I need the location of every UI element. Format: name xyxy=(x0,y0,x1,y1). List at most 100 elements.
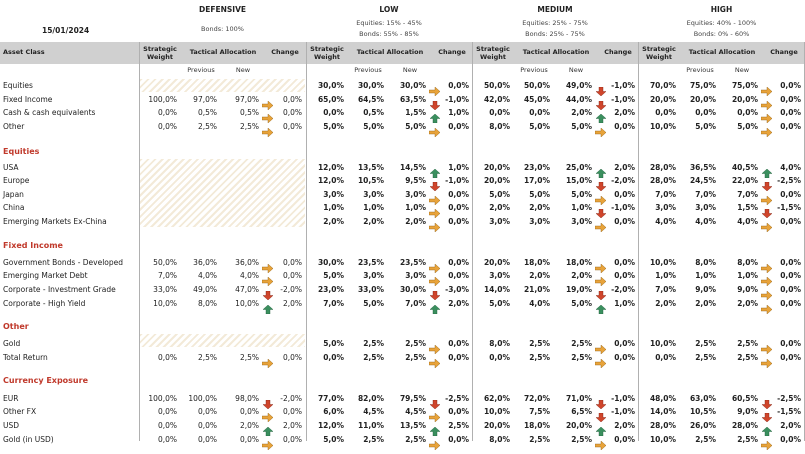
strategic-weight-header: Strategic Weight xyxy=(642,45,676,61)
new-cell: 4,5% xyxy=(405,407,426,417)
change-flat-arrow-icon xyxy=(261,95,274,111)
profile-title-defensive: DEFENSIVE xyxy=(199,5,246,14)
profile-description: Bonds: 0% - 60% xyxy=(693,30,750,38)
new-cell: 2,5% xyxy=(405,339,426,349)
strategic-weight-cell: 50,0% xyxy=(153,257,177,267)
row-label: USA xyxy=(3,162,19,172)
previous-cell: 23,5% xyxy=(357,257,384,267)
new-cell: 71,0% xyxy=(565,393,592,403)
new-header: New xyxy=(734,66,750,74)
strategic-weight-cell: 20,0% xyxy=(483,176,510,186)
change-down-arrow-icon xyxy=(595,407,607,423)
strategic-weight-cell: 10,0% xyxy=(649,434,676,444)
row-label: USD xyxy=(3,421,20,430)
profile-description: Bonds: 55% - 85% xyxy=(359,30,419,38)
change-cell: 4,0% xyxy=(780,162,801,172)
column-header-bar xyxy=(0,42,805,64)
previous-cell: 21,0% xyxy=(523,285,550,294)
change-flat-arrow-icon xyxy=(428,407,441,423)
previous-cell: 7,5% xyxy=(529,407,550,417)
previous-cell: 0,0% xyxy=(695,108,716,118)
new-cell: 25,0% xyxy=(565,162,592,172)
change-cell: 0,0% xyxy=(448,257,469,267)
section-other: Other xyxy=(3,322,29,331)
change-cell: -1,0% xyxy=(611,203,635,213)
strategic-weight-cell: 6,0% xyxy=(323,407,344,417)
change-flat-arrow-icon xyxy=(594,217,607,233)
strategic-weight-cell: 5,0% xyxy=(489,189,510,199)
change-cell: 2,0% xyxy=(614,108,635,118)
strategic-weight-cell: 7,0% xyxy=(157,271,177,281)
change-cell: -2,0% xyxy=(611,176,635,186)
row-label: China xyxy=(3,203,25,213)
row-label: Total Return xyxy=(3,353,48,362)
change-cell: 0,0% xyxy=(448,434,469,444)
previous-cell: 23,0% xyxy=(523,162,550,172)
new-cell: 9,5% xyxy=(405,176,426,186)
new-cell: 98,0% xyxy=(235,393,259,403)
new-cell: 79,5% xyxy=(399,393,426,403)
previous-cell: 3,0% xyxy=(529,217,550,226)
new-cell: 9,0% xyxy=(737,407,758,417)
change-down-arrow-icon xyxy=(429,95,441,110)
previous-cell: 2,5% xyxy=(363,353,384,362)
change-flat-arrow-icon xyxy=(760,217,773,233)
new-cell: 2,5% xyxy=(571,353,592,362)
change-cell: -1,0% xyxy=(611,407,635,417)
change-cell: 1,0% xyxy=(448,162,469,172)
previous-cell: 5,0% xyxy=(363,298,384,308)
strategic-weight-cell: 1,0% xyxy=(323,203,344,213)
change-flat-arrow-icon xyxy=(760,299,773,315)
new-cell: 5,0% xyxy=(405,121,426,131)
new-cell: 2,5% xyxy=(571,339,592,349)
row-label: Corporate - High Yield xyxy=(3,298,86,308)
previous-cell: 72,0% xyxy=(523,393,550,403)
strategic-weight-cell: 3,0% xyxy=(489,271,510,281)
new-cell: 2,5% xyxy=(405,353,426,362)
row-label: Government Bonds - Developed xyxy=(3,257,124,267)
strategic-weight-cell: 12,0% xyxy=(317,162,344,172)
change-flat-arrow-icon xyxy=(261,353,274,369)
change-down-arrow-icon xyxy=(429,394,441,410)
new-cell: 2,5% xyxy=(571,434,592,444)
new-cell: 30,0% xyxy=(399,81,426,90)
row-label: EUR xyxy=(3,393,19,403)
new-cell: 40,5% xyxy=(731,162,758,172)
change-down-arrow-icon xyxy=(429,285,441,301)
change-flat-arrow-icon xyxy=(594,339,607,355)
new-cell: 13,5% xyxy=(399,421,426,430)
previous-cell: 82,0% xyxy=(357,393,384,403)
strategic-weight-cell: 77,0% xyxy=(317,393,344,403)
strategic-weight-cell: 0,0% xyxy=(323,108,344,118)
change-flat-arrow-icon xyxy=(261,258,274,274)
new-cell: 49,0% xyxy=(565,81,592,90)
new-cell: 0,5% xyxy=(239,108,259,118)
previous-cell: 1,0% xyxy=(363,203,384,213)
previous-header: Previous xyxy=(354,66,382,74)
previous-cell: 18,0% xyxy=(523,421,550,430)
change-cell: 0,0% xyxy=(614,434,635,444)
allocation-table: 15/01/2024 Asset Class Equities Fixed In… xyxy=(0,5,805,451)
previous-cell: 5,0% xyxy=(363,121,384,131)
change-cell: 0,0% xyxy=(780,217,801,226)
previous-header: Previous xyxy=(187,66,215,74)
change-down-arrow-icon xyxy=(429,176,441,192)
change-cell: -2,0% xyxy=(280,285,302,294)
previous-cell: 33,0% xyxy=(357,285,384,294)
new-cell: 2,0% xyxy=(571,271,592,281)
change-flat-arrow-icon xyxy=(760,108,773,124)
change-down-arrow-icon xyxy=(262,285,274,301)
new-cell: 4,0% xyxy=(737,217,758,226)
previous-cell: 2,0% xyxy=(363,217,384,226)
new-cell: 1,0% xyxy=(571,203,592,213)
previous-cell: 64,5% xyxy=(357,94,384,104)
previous-cell: 0,5% xyxy=(197,108,217,118)
previous-cell: 0,5% xyxy=(363,108,384,118)
new-cell: 2,5% xyxy=(737,434,758,444)
new-cell: 6,5% xyxy=(571,407,592,417)
strategic-weight-header: Strategic Weight xyxy=(310,45,344,61)
previous-cell: 8,0% xyxy=(197,298,217,308)
previous-cell: 18,0% xyxy=(523,257,550,267)
change-down-arrow-icon xyxy=(595,95,607,110)
change-cell: 0,0% xyxy=(448,217,469,226)
